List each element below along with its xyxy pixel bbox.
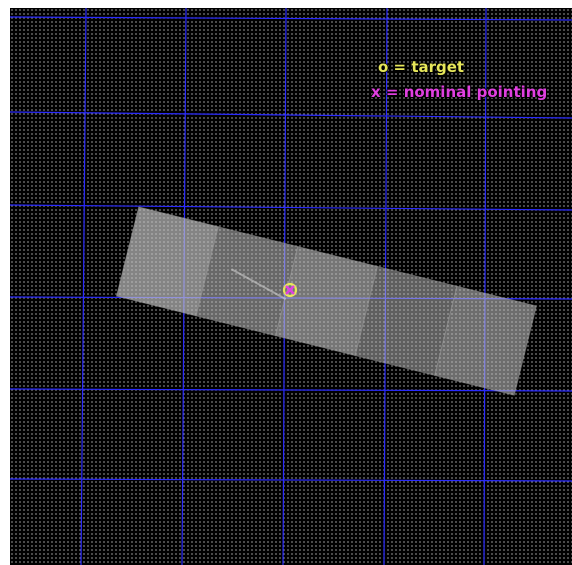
grid-line bbox=[10, 204, 572, 211]
detector-tile bbox=[274, 245, 379, 357]
legend-target-label: o = target bbox=[378, 58, 465, 76]
detector-tile bbox=[195, 226, 299, 337]
grid-line bbox=[10, 296, 572, 300]
grid-line bbox=[10, 111, 572, 119]
nominal-pointing-marker bbox=[285, 285, 295, 295]
grid-line bbox=[80, 8, 87, 565]
grid-line bbox=[10, 478, 572, 482]
observation-footprint bbox=[115, 206, 538, 396]
grid-line bbox=[383, 8, 388, 565]
grid-line bbox=[10, 16, 572, 21]
detector-tile bbox=[354, 265, 458, 377]
target-marker bbox=[282, 282, 298, 298]
detector-tile bbox=[434, 285, 538, 396]
grid-line bbox=[483, 8, 487, 565]
grid-line bbox=[10, 388, 572, 392]
legend-pointing-label: x = nominal pointing bbox=[371, 83, 548, 101]
detector-tile bbox=[115, 206, 219, 317]
coordinate-grid bbox=[10, 8, 572, 565]
grid-line bbox=[181, 8, 187, 565]
footprint-strip bbox=[116, 206, 537, 396]
footprint-streak bbox=[230, 268, 287, 301]
pointing-plot-canvas: o = target x = nominal pointing bbox=[10, 8, 572, 565]
pointing-markers bbox=[282, 282, 298, 298]
pointing-plot bbox=[10, 8, 572, 565]
